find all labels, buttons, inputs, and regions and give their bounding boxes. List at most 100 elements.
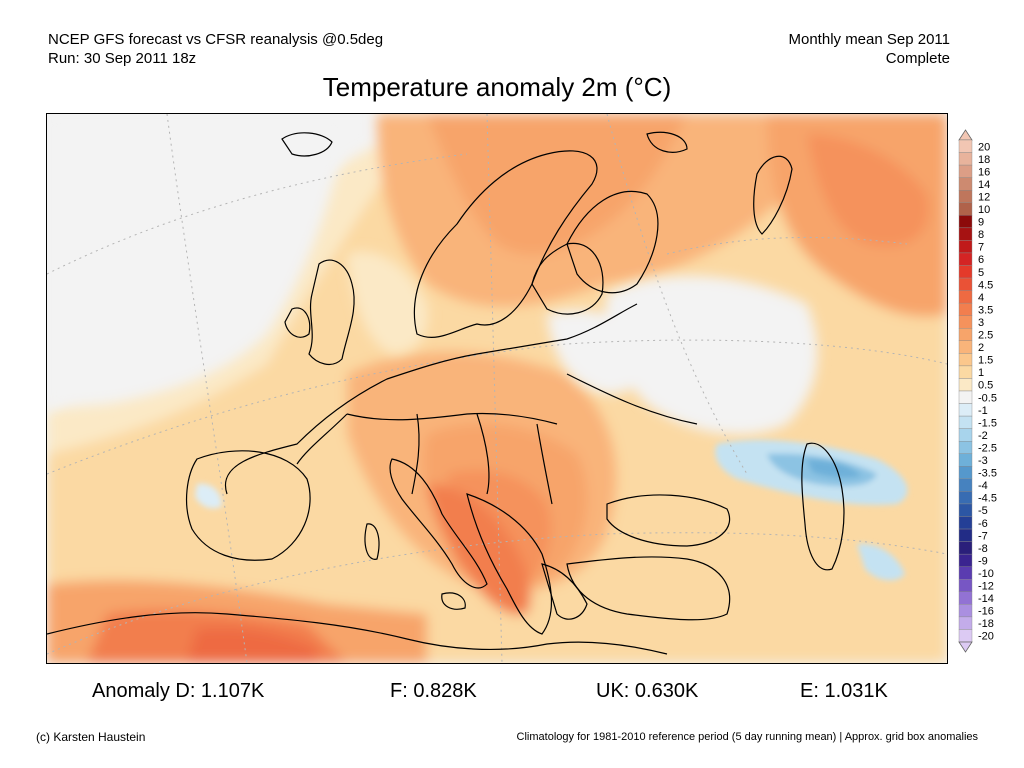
colorbar-swatch [958,491,973,505]
colorbar-label: 9 [978,217,984,229]
colorbar-label: -6 [978,518,988,530]
colorbar-label: -4.5 [978,493,997,505]
colorbar-swatch [958,441,973,454]
colorbar-label: -1.5 [978,417,997,429]
colorbar-label: -20 [978,631,994,643]
colorbar-label: 6 [978,254,984,266]
colorbar-swatch [958,579,973,593]
anomaly-field-cold [195,439,908,581]
colorbar-label: -8 [978,543,988,555]
colorbar-swatch [958,164,973,178]
header-period-info: Monthly mean Sep 2011 Complete [789,30,951,68]
colorbar-swatch [958,340,973,354]
colorbar-swatch [958,177,973,191]
colorbar-max-arrow [958,129,973,141]
anomaly-map-canvas [47,114,947,663]
colorbar-label: 16 [978,166,990,178]
colorbar-swatch [958,616,973,630]
colorbar-swatch [958,629,973,643]
footer-climatology-note: Climatology for 1981-2010 reference peri… [516,731,978,743]
colorbar-label: 2 [978,342,984,354]
colorbar-label: -10 [978,568,994,580]
colorbar-swatch [958,528,973,542]
map-title: Temperature anomaly 2m (°C) [322,72,672,102]
colorbar-swatch [958,302,973,316]
header-run-line: Run: 30 Sep 2011 18z [48,50,197,67]
colorbar-swatch [958,328,973,342]
anomaly-field-neutral [47,114,818,435]
colorbar-label: -3 [978,455,988,467]
anomaly-map [46,113,948,664]
colorbar-label: 12 [978,191,990,203]
colorbar-swatch [958,227,973,241]
graticule [47,114,947,663]
stat-anomaly-spain: E: 1.031K [800,680,888,702]
colorbar-label: 3 [978,317,984,329]
header-model-line: NCEP GFS forecast vs CFSR reanalysis @0.… [48,31,384,48]
colorbar-label: 14 [978,179,990,191]
colorbar-swatch [958,315,973,329]
colorbar-label: -4 [978,480,988,492]
colorbar-label: 20 [978,141,990,153]
colorbar-label: 1.5 [978,355,993,367]
colorbar-swatch [958,503,973,517]
header-period-line: Monthly mean Sep 2011 [788,31,951,48]
colorbar-label: -9 [978,555,988,567]
colorbar-swatch [958,378,973,392]
colorbar-swatch [958,428,973,442]
colorbar-swatch [958,466,973,480]
colorbar-swatch [958,365,973,379]
colorbar-swatch [958,478,973,492]
colorbar-label: -3.5 [978,468,997,480]
header-model-info: NCEP GFS forecast vs CFSR reanalysis @0.… [48,30,383,68]
colorbar-label: 4 [978,292,984,304]
stat-anomaly-uk: UK: 0.630K [596,680,699,702]
colorbar-swatch [958,215,973,229]
colorbar-label: -5 [978,505,988,517]
colorbar-label: -1 [978,405,988,417]
colorbar-swatch [958,202,973,216]
stat-anomaly-germany: Anomaly D: 1.107K [92,680,265,702]
colorbar-label: 0.5 [978,380,993,392]
colorbar-label: -18 [978,618,994,630]
colorbar-swatch [958,152,973,166]
country-anomaly-stats: Anomaly D: 1.107K F: 0.828K UK: 0.630K E… [0,680,1024,706]
colorbar-label: 18 [978,154,990,166]
colorbar-label: 1 [978,367,984,379]
colorbar-swatch [958,290,973,304]
anomaly-field-warm [47,114,947,663]
colorbar-swatch [958,566,973,580]
colorbar-label: 7 [978,242,984,254]
header-status-line: Complete [885,50,950,67]
colorbar-swatch [958,390,973,404]
colorbar-swatch [958,265,973,279]
colorbar-label: 2.5 [978,330,993,342]
colorbar-label: -14 [978,593,994,605]
colorbar-swatch [958,252,973,266]
colorbar-label: -16 [978,606,994,618]
colorbar-label: 4.5 [978,279,993,291]
colorbar-legend: 20 18 16 14 12 10 9 8 7 6 5 4.5 4 3.5 3 2.5 2 1.5 1 0.5 -0.5… [956,128,1024,654]
colorbar-label: -2 [978,430,988,442]
colorbar-label: 3.5 [978,304,993,316]
colorbar-label: -0.5 [978,392,997,404]
colorbar-swatch [958,190,973,203]
colorbar-swatch [958,591,973,605]
colorbar-swatch [958,353,973,367]
colorbar-swatch [958,453,973,467]
colorbar-label: -12 [978,581,994,593]
colorbar-swatch [958,240,973,254]
colorbar-svg: 201816141210987654.543.532.521.510.5-0.5… [958,129,997,653]
colorbar-swatch [958,139,973,153]
footer-copyright: (c) Karsten Haustein [36,730,146,744]
colorbar-swatch [958,403,973,417]
colorbar-swatch [958,516,973,530]
colorbar-swatch [958,541,973,555]
coastlines [47,131,845,655]
stat-anomaly-france: F: 0.828K [390,680,477,702]
colorbar-label: 5 [978,267,984,279]
colorbar-swatch [958,604,973,618]
colorbar-label: -7 [978,530,988,542]
colorbar-min-arrow [958,641,973,653]
colorbar-label: 10 [978,204,990,216]
